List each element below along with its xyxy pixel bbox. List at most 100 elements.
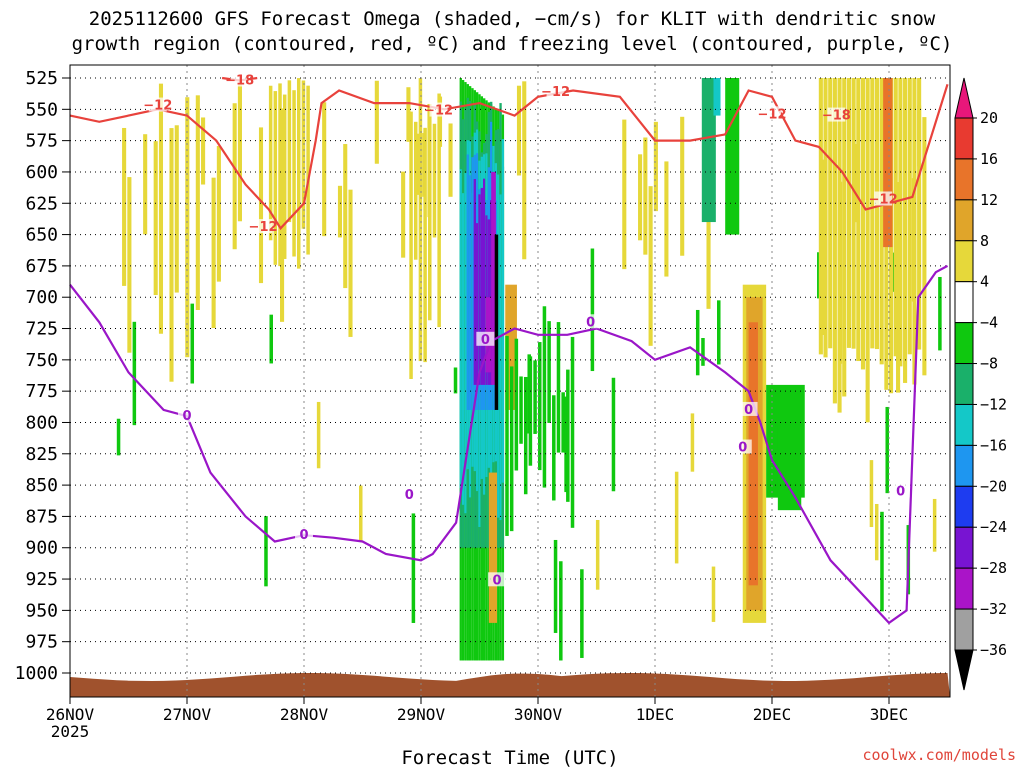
omega-cell-ascent [883,78,893,248]
x-tick-label: 27NOV [163,705,212,724]
omega-cell-weak-ascent [653,121,658,212]
contour-label: 0 [744,403,753,418]
omega-cell-weak-descent [542,306,547,488]
omega-cell-weak-ascent [870,78,875,349]
omega-cell-weak-ascent [448,123,453,197]
colorbar-swatch [954,485,974,528]
omega-cell-weak-descent [190,303,195,384]
omega-cell-weak-ascent [348,189,353,337]
colorbar-swatch [954,240,974,283]
x-tick-year: 2025 [51,722,90,741]
y-tick-label: 1000 [15,663,58,684]
omega-cell-weak-ascent [874,503,879,561]
omega-cell-weak-ascent [842,78,847,397]
y-tick-label: 550 [25,99,58,120]
omega-cell-weak-ascent [932,498,937,552]
colorbar-swatch [954,567,974,610]
chart-title-line1: 2025112600 GFS Forecast Omega (shaded, −… [89,8,936,30]
omega-cell-weak-ascent [409,111,413,380]
contour-label: −12 [143,99,172,114]
omega-cell-weak-ascent [211,177,216,329]
y-tick-label: 800 [25,412,58,433]
omega-cell-weak-ascent [917,78,922,350]
omega-plume [483,178,486,385]
omega-cell-weak-descent [717,300,721,365]
omega-cell-weak-descent [533,360,537,434]
omega-cell-weak-ascent [237,83,242,222]
colorbar-label: −16 [980,436,1007,454]
contour-label-bg [827,107,846,122]
grid [69,65,950,697]
contour-label: 0 [493,573,502,588]
omega-cell-weak-ascent [258,127,264,284]
omega-cell-weak-ascent [680,116,685,256]
omega-cell-weak-descent [453,367,458,394]
omega-cell-weak-ascent [337,185,343,238]
omega-cell-weak-descent [505,335,509,536]
omega-cell-weak-ascent [437,93,441,328]
contour-label: −18 [822,109,851,124]
omega-cell-weak-descent [695,309,700,376]
omega-cell-weak-descent [701,338,705,366]
omega-cell-weak-descent [611,377,616,492]
omega-cell-weak-ascent [158,83,164,334]
omega-cell-weak-ascent [818,78,823,355]
y-tick-label: 600 [25,162,58,183]
omega-cell-weak-ascent [201,117,206,185]
terrain [70,673,950,697]
omega-cell-weak-descent [580,569,584,658]
contour-line [69,264,949,625]
omega-cell-weak-ascent [912,78,917,385]
colorbar-swatch [954,363,974,405]
contour-label-bg [295,527,313,542]
omega-plume [471,157,474,410]
omega-cell-ascent [488,472,498,623]
contour-label-bg [429,102,448,117]
omega-cell-weak-ascent [643,137,648,255]
contour-label: −12 [541,85,570,100]
omega-plume-core [491,171,496,385]
omega-cell-weak-descent [777,422,802,511]
contour-label-bg [230,72,249,87]
contour-label: −12 [758,107,787,122]
y-tick-label: 975 [25,632,58,653]
contour-label: −12 [869,193,898,208]
omega-cell-weak-ascent [322,102,327,237]
omega-plume [501,139,505,483]
colorbar-swatch [954,322,974,365]
y-tick-label: 625 [25,193,58,214]
omega-cell-weak-ascent [232,103,237,250]
colorbar-label: −24 [980,518,1007,536]
omega-cell-weak-ascent [706,161,711,309]
omega-plume [480,187,484,385]
omega-cell-weak-ascent [893,78,898,357]
y-tick-label: 575 [25,131,58,152]
omega-cell-weak-ascent [711,566,716,622]
omega-cell-weak-descent [566,369,570,502]
omega-cell-weak-descent [519,376,523,444]
contour-label: 0 [586,315,595,330]
y-tick-label: 950 [25,600,58,621]
y-axis: 525 550 575 600 625 650 675 700 725 750 775 800 825 8… [15,68,70,684]
colorbar-label: −8 [980,355,998,373]
omega-cell-weak-ascent [823,78,828,358]
colorbar-label: −4 [980,314,998,332]
x-tick-label: 3DEC [870,705,909,724]
omega-cell-weak-descent [713,78,721,116]
omega-plume [468,175,472,410]
contour-label: 0 [481,333,490,348]
colorbar-label: 16 [980,150,998,168]
omega-cell-weak-ascent [428,115,432,321]
omega-cell-weak-descent [590,248,595,372]
omega-plume [473,179,476,385]
contour-label: 0 [738,441,747,456]
omega-cell-weak-ascent [169,128,174,382]
plot-frame [69,64,951,698]
omega-cell-weak-ascent [423,127,427,363]
omega-cell-weak-ascent [143,134,148,235]
contour-label-bg [581,314,600,329]
omega-cell-weak-descent [553,539,558,633]
omega-plume [499,194,502,521]
omega-cell-weak-descent [556,322,561,453]
omega-cell-weak-ascent [292,90,296,257]
